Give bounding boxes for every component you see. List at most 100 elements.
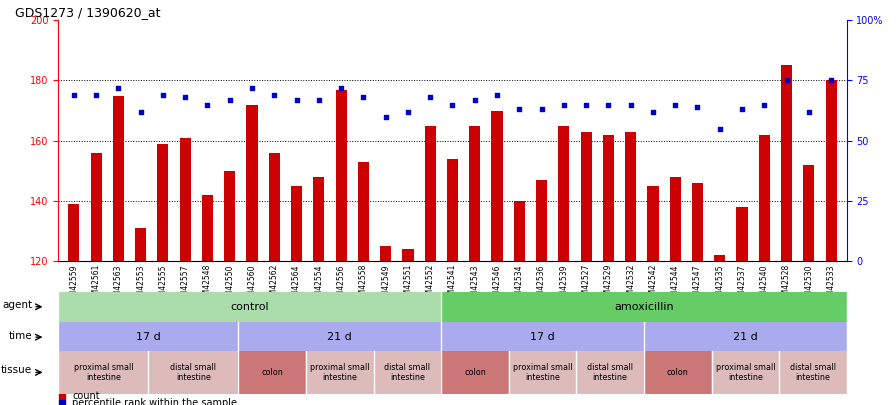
Point bbox=[178, 94, 193, 100]
Point bbox=[357, 94, 371, 100]
Point bbox=[423, 94, 437, 100]
Text: 17 d: 17 d bbox=[136, 332, 160, 342]
Bar bbox=[603, 135, 614, 261]
Bar bbox=[669, 177, 681, 261]
Point bbox=[378, 113, 392, 120]
Point bbox=[201, 101, 215, 108]
Bar bbox=[425, 126, 435, 261]
Point bbox=[556, 101, 571, 108]
Text: proximal small
intestine: proximal small intestine bbox=[310, 363, 369, 382]
Bar bbox=[558, 126, 570, 261]
Point bbox=[481, 381, 495, 387]
Point bbox=[601, 101, 616, 108]
Bar bbox=[825, 81, 837, 261]
Bar bbox=[269, 153, 280, 261]
Point bbox=[780, 77, 794, 84]
Bar bbox=[58, 351, 149, 394]
Point bbox=[134, 109, 148, 115]
Bar bbox=[113, 96, 124, 261]
Point bbox=[222, 96, 237, 103]
Bar bbox=[314, 177, 324, 261]
Point bbox=[334, 85, 349, 91]
Bar bbox=[644, 322, 847, 352]
Point bbox=[712, 126, 727, 132]
Bar bbox=[781, 66, 792, 261]
Bar bbox=[581, 132, 591, 261]
Text: distal small
intestine: distal small intestine bbox=[587, 363, 633, 382]
Bar bbox=[90, 153, 101, 261]
Bar bbox=[470, 126, 480, 261]
Bar bbox=[135, 228, 146, 261]
Point bbox=[89, 92, 103, 98]
Bar bbox=[692, 183, 703, 261]
Text: 21 d: 21 d bbox=[733, 332, 758, 342]
Text: proximal small
intestine: proximal small intestine bbox=[513, 363, 573, 382]
Point bbox=[802, 109, 816, 115]
Bar bbox=[149, 351, 238, 394]
Bar bbox=[492, 111, 503, 261]
Text: agent: agent bbox=[2, 300, 32, 310]
Point bbox=[245, 85, 259, 91]
Point bbox=[513, 106, 527, 113]
Point bbox=[468, 96, 482, 103]
Bar bbox=[358, 162, 369, 261]
Bar bbox=[58, 322, 238, 352]
Point bbox=[534, 106, 548, 113]
Point bbox=[401, 109, 415, 115]
Point bbox=[668, 101, 683, 108]
Bar bbox=[380, 246, 392, 261]
Bar bbox=[625, 132, 636, 261]
Bar bbox=[179, 138, 191, 261]
Bar bbox=[711, 351, 780, 394]
Bar bbox=[648, 186, 659, 261]
Point bbox=[735, 106, 749, 113]
Text: colon: colon bbox=[464, 368, 486, 377]
Text: distal small
intestine: distal small intestine bbox=[384, 363, 430, 382]
Text: tissue: tissue bbox=[1, 365, 32, 375]
Bar bbox=[246, 104, 257, 261]
Text: colon: colon bbox=[262, 368, 283, 377]
Point bbox=[66, 92, 81, 98]
Point bbox=[824, 77, 839, 84]
Bar bbox=[374, 351, 441, 394]
Bar bbox=[68, 204, 80, 261]
Bar bbox=[224, 171, 236, 261]
Text: 17 d: 17 d bbox=[530, 332, 555, 342]
Bar bbox=[644, 351, 711, 394]
Bar bbox=[441, 292, 847, 322]
Bar bbox=[447, 159, 458, 261]
Text: count: count bbox=[73, 392, 100, 401]
Bar bbox=[335, 90, 347, 261]
Bar bbox=[441, 322, 644, 352]
Point bbox=[156, 92, 170, 98]
Bar bbox=[58, 292, 441, 322]
Text: proximal small
intestine: proximal small intestine bbox=[716, 363, 775, 382]
Point bbox=[445, 101, 460, 108]
Bar bbox=[576, 351, 644, 394]
Bar bbox=[513, 201, 525, 261]
Point bbox=[624, 101, 638, 108]
Bar bbox=[306, 351, 374, 394]
Bar bbox=[737, 207, 747, 261]
Point bbox=[690, 104, 704, 110]
Point bbox=[267, 92, 281, 98]
Text: proximal small
intestine: proximal small intestine bbox=[73, 363, 133, 382]
Bar bbox=[291, 186, 302, 261]
Text: 21 d: 21 d bbox=[327, 332, 352, 342]
Bar bbox=[509, 351, 576, 394]
Text: control: control bbox=[230, 302, 269, 312]
Bar bbox=[804, 165, 814, 261]
Bar bbox=[202, 195, 213, 261]
Text: amoxicillin: amoxicillin bbox=[614, 302, 674, 312]
Point bbox=[490, 92, 504, 98]
Bar bbox=[238, 351, 306, 394]
Point bbox=[111, 85, 125, 91]
Text: distal small
intestine: distal small intestine bbox=[170, 363, 217, 382]
Text: GDS1273 / 1390620_at: GDS1273 / 1390620_at bbox=[15, 6, 160, 19]
Bar bbox=[441, 351, 509, 394]
Point bbox=[312, 96, 326, 103]
Bar bbox=[780, 351, 847, 394]
Point bbox=[289, 96, 304, 103]
Text: colon: colon bbox=[667, 368, 689, 377]
Point bbox=[579, 101, 593, 108]
